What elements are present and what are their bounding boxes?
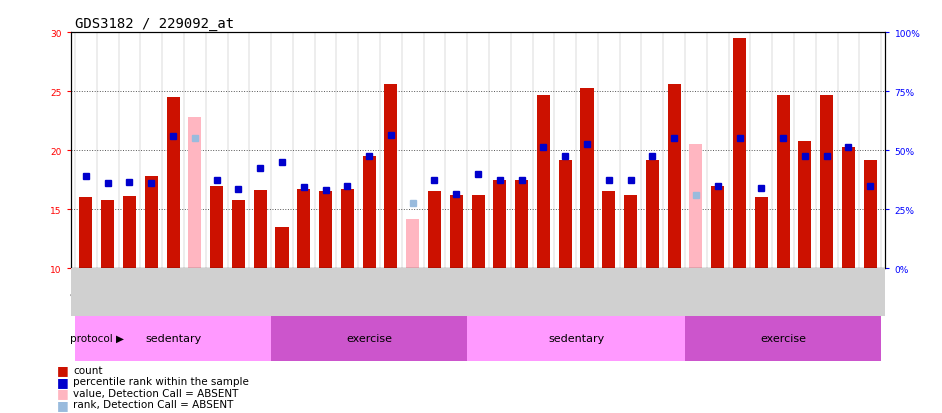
Text: sedentary: sedentary bbox=[548, 334, 604, 344]
Text: percentile rank within the sample: percentile rank within the sample bbox=[73, 376, 250, 386]
Bar bbox=[275, 227, 288, 268]
Bar bbox=[79, 198, 92, 268]
Bar bbox=[232, 200, 245, 268]
Bar bbox=[341, 190, 354, 268]
Text: exercise: exercise bbox=[760, 334, 806, 344]
Bar bbox=[711, 186, 724, 268]
Bar bbox=[75, 316, 271, 361]
Text: ■: ■ bbox=[57, 386, 68, 399]
Text: count: count bbox=[73, 365, 103, 375]
Bar bbox=[537, 95, 550, 268]
Bar bbox=[406, 219, 419, 268]
Bar bbox=[210, 186, 223, 268]
Bar bbox=[167, 98, 180, 268]
Bar bbox=[668, 85, 681, 268]
Bar bbox=[776, 95, 789, 268]
Bar bbox=[253, 191, 267, 268]
Bar bbox=[449, 195, 463, 268]
Bar bbox=[363, 157, 376, 268]
Bar bbox=[271, 316, 467, 361]
Text: aged: aged bbox=[660, 288, 689, 298]
Bar bbox=[467, 271, 881, 316]
Text: ■: ■ bbox=[57, 363, 68, 376]
Bar bbox=[690, 145, 703, 268]
Bar bbox=[319, 192, 333, 268]
Text: exercise: exercise bbox=[346, 334, 392, 344]
Bar bbox=[384, 85, 398, 268]
Text: GDS3182 / 229092_at: GDS3182 / 229092_at bbox=[75, 17, 235, 31]
Text: rank, Detection Call = ABSENT: rank, Detection Call = ABSENT bbox=[73, 399, 234, 409]
Bar bbox=[733, 39, 746, 268]
Bar bbox=[842, 147, 855, 268]
Bar bbox=[145, 177, 158, 268]
Text: protocol ▶: protocol ▶ bbox=[71, 334, 124, 344]
Bar bbox=[515, 180, 528, 268]
Bar bbox=[494, 180, 507, 268]
Bar bbox=[123, 197, 136, 268]
Bar bbox=[755, 198, 768, 268]
Text: age ▶: age ▶ bbox=[71, 288, 101, 298]
Bar bbox=[798, 141, 811, 268]
Bar bbox=[624, 195, 637, 268]
Bar bbox=[559, 160, 572, 268]
Bar bbox=[188, 118, 202, 268]
Bar bbox=[820, 95, 833, 268]
Text: sedentary: sedentary bbox=[145, 334, 202, 344]
Bar bbox=[101, 200, 114, 268]
Bar bbox=[472, 195, 484, 268]
Bar bbox=[467, 316, 685, 361]
Bar bbox=[75, 271, 467, 316]
Bar bbox=[428, 192, 441, 268]
Text: value, Detection Call = ABSENT: value, Detection Call = ABSENT bbox=[73, 388, 239, 398]
Bar bbox=[646, 160, 658, 268]
Bar bbox=[602, 192, 615, 268]
Text: ■: ■ bbox=[57, 398, 68, 411]
Text: ■: ■ bbox=[57, 375, 68, 388]
Bar bbox=[580, 88, 593, 268]
Text: young: young bbox=[253, 288, 288, 298]
Bar bbox=[864, 160, 877, 268]
Bar bbox=[685, 316, 881, 361]
Bar bbox=[298, 190, 310, 268]
